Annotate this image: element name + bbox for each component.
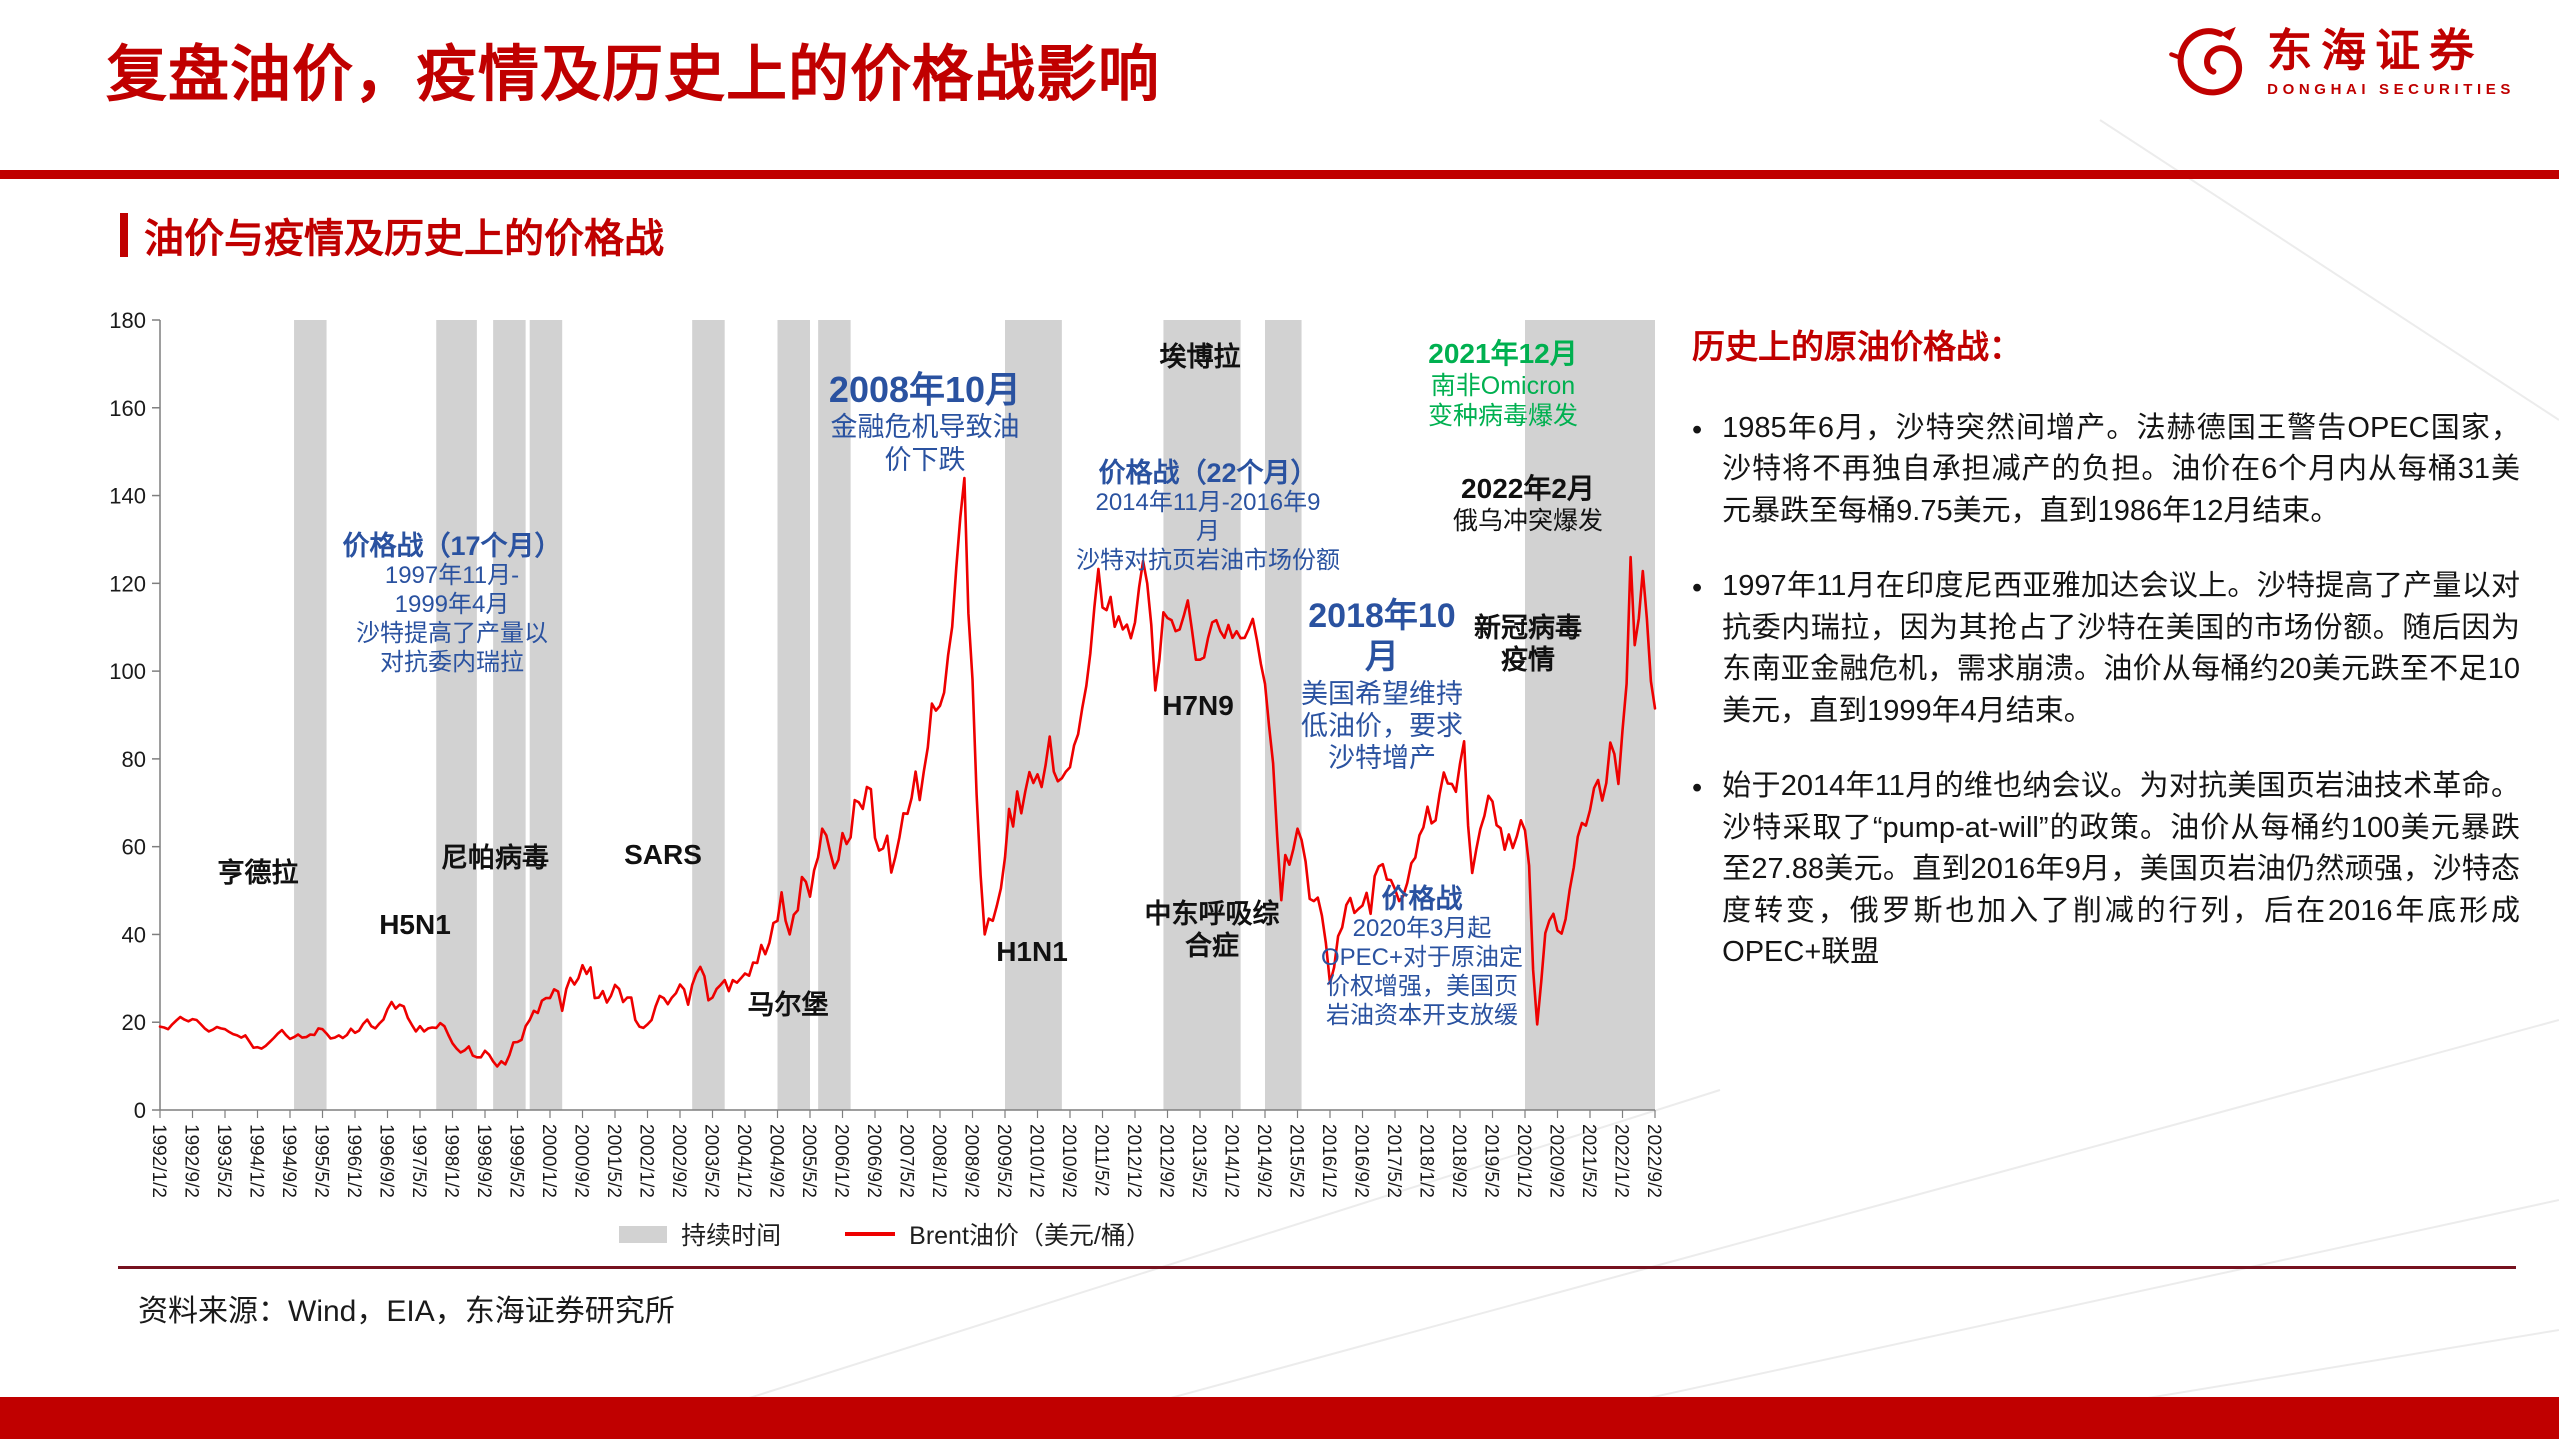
svg-text:100: 100 — [109, 659, 146, 684]
svg-text:2012/9/2: 2012/9/2 — [1156, 1124, 1177, 1198]
legend-label-duration: 持续时间 — [681, 1222, 782, 1250]
svg-text:2002/1/2: 2002/1/2 — [636, 1124, 657, 1198]
svg-text:2000/9/2: 2000/9/2 — [571, 1124, 592, 1198]
svg-text:2011/5/2: 2011/5/2 — [1091, 1124, 1112, 1197]
svg-text:2010/1/2: 2010/1/2 — [1026, 1124, 1047, 1198]
svg-text:2016/9/2: 2016/9/2 — [1351, 1124, 1372, 1198]
header-divider — [0, 170, 2559, 179]
svg-text:1998/1/2: 1998/1/2 — [441, 1124, 462, 1198]
oil-price-chart: 0 20 40 60 80 100 120 140 160 180 1992/1/2 1992/9/2… — [100, 310, 1670, 1260]
svg-text:2022/1/2: 2022/1/2 — [1611, 1124, 1632, 1198]
legend-label-brent: Brent油价（美元/桶） — [909, 1222, 1151, 1250]
svg-text:2006/1/2: 2006/1/2 — [831, 1124, 852, 1198]
bottom-red-bar — [0, 1397, 2559, 1439]
svg-text:2001/5/2: 2001/5/2 — [603, 1124, 624, 1198]
company-logo: 东海证券 DONGHAI SECURITIES — [2167, 20, 2515, 106]
svg-text:1992/9/2: 1992/9/2 — [181, 1124, 202, 1198]
price-war-bullet: • 1985年6月，沙特突然间增产。法赫德国王警告OPEC国家，沙特将不再独自承担… — [1692, 412, 2520, 527]
svg-text:2013/5/2: 2013/5/2 — [1188, 1124, 1209, 1198]
svg-text:80: 80 — [122, 747, 146, 772]
legend-item-duration: 持续时间 — [619, 1216, 781, 1252]
price-war-bullet-list: • 1985年6月，沙特突然间增产。法赫德国王警告OPEC国家，沙特将不再独自承担… — [1692, 408, 2520, 974]
svg-text:2019/5/2: 2019/5/2 — [1481, 1124, 1502, 1198]
section-accent-bar — [120, 213, 128, 257]
svg-text:2020/1/2: 2020/1/2 — [1513, 1124, 1534, 1198]
svg-text:2008/9/2: 2008/9/2 — [961, 1124, 982, 1198]
chart-legend: 持续时间 Brent油价（美元/桶） — [100, 1216, 1670, 1252]
price-war-panel: 历史上的原油价格战： • 1985年6月，沙特突然间增产。法赫德国王警告OPEC国… — [1692, 320, 2520, 1008]
page-title: 复盘油价，疫情及历史上的价格战影响 — [106, 40, 1161, 108]
section-title: 油价与疫情及历史上的价格战 — [144, 217, 664, 261]
svg-text:1995/5/2: 1995/5/2 — [311, 1124, 332, 1198]
svg-text:1996/9/2: 1996/9/2 — [376, 1124, 397, 1198]
svg-text:1994/9/2: 1994/9/2 — [278, 1124, 299, 1198]
source-text: 资料来源：Wind，EIA，东海证券研究所 — [138, 1295, 675, 1328]
svg-text:2005/5/2: 2005/5/2 — [798, 1124, 819, 1198]
svg-text:2006/9/2: 2006/9/2 — [863, 1124, 884, 1198]
svg-text:1992/1/2: 1992/1/2 — [148, 1124, 169, 1198]
price-war-bullet: • 1997年11月在印度尼西亚雅加达会议上。沙特提高了产量以对抗委内瑞拉，因为其… — [1692, 570, 2520, 727]
svg-text:180: 180 — [109, 310, 146, 333]
legend-item-brent: Brent油价（美元/桶） — [845, 1216, 1151, 1252]
svg-text:2002/9/2: 2002/9/2 — [668, 1124, 689, 1198]
svg-text:2018/1/2: 2018/1/2 — [1416, 1124, 1437, 1198]
svg-text:60: 60 — [122, 835, 146, 860]
svg-text:2020/9/2: 2020/9/2 — [1546, 1124, 1567, 1198]
svg-text:2016/1/2: 2016/1/2 — [1318, 1124, 1339, 1198]
svg-text:2004/1/2: 2004/1/2 — [733, 1124, 754, 1198]
svg-text:2007/5/2: 2007/5/2 — [896, 1124, 917, 1198]
duration-band-swatch — [619, 1225, 668, 1243]
section-title-block: 油价与疫情及历史上的价格战 — [120, 206, 664, 264]
svg-text:0: 0 — [134, 1098, 146, 1123]
logo-text: 东海证券 DONGHAI SECURITIES — [2267, 26, 2515, 98]
svg-text:120: 120 — [109, 571, 146, 596]
svg-text:2009/5/2: 2009/5/2 — [993, 1124, 1014, 1198]
logo-cn-text: 东海证券 — [2267, 26, 2484, 77]
svg-text:1997/5/2: 1997/5/2 — [408, 1124, 429, 1198]
svg-text:2018/9/2: 2018/9/2 — [1448, 1124, 1469, 1198]
svg-text:1999/5/2: 1999/5/2 — [506, 1124, 527, 1198]
svg-text:2017/5/2: 2017/5/2 — [1383, 1124, 1404, 1198]
footer-divider — [118, 1266, 2516, 1269]
svg-text:160: 160 — [109, 396, 146, 421]
svg-text:140: 140 — [109, 484, 146, 509]
logo-en-text: DONGHAI SECURITIES — [2267, 80, 2515, 98]
svg-text:2021/5/2: 2021/5/2 — [1578, 1124, 1599, 1198]
svg-text:2014/9/2: 2014/9/2 — [1253, 1124, 1274, 1198]
svg-text:1996/1/2: 1996/1/2 — [343, 1124, 364, 1198]
svg-text:40: 40 — [122, 922, 146, 947]
svg-text:2022/9/2: 2022/9/2 — [1643, 1124, 1664, 1198]
price-war-bullet: • 始于2014年11月的维也纳会议。为对抗美国页岩油技术革命。沙特采取了“pum… — [1692, 770, 2520, 969]
svg-text:1994/1/2: 1994/1/2 — [246, 1124, 267, 1198]
svg-text:2012/1/2: 2012/1/2 — [1123, 1124, 1144, 1198]
svg-text:1998/9/2: 1998/9/2 — [473, 1124, 494, 1198]
brent-line-swatch — [845, 1232, 896, 1236]
panel-heading: 历史上的原油价格战： — [1692, 328, 2022, 365]
svg-text:1993/5/2: 1993/5/2 — [213, 1124, 234, 1198]
dragon-icon — [2169, 26, 2243, 96]
svg-text:2003/5/2: 2003/5/2 — [701, 1124, 722, 1198]
svg-text:2014/1/2: 2014/1/2 — [1221, 1124, 1242, 1198]
svg-text:2010/9/2: 2010/9/2 — [1058, 1124, 1079, 1198]
chart-canvas: 0 20 40 60 80 100 120 140 160 180 1992/1/2 1992/9/2… — [109, 310, 1664, 1198]
svg-text:20: 20 — [122, 1010, 146, 1035]
svg-text:2008/1/2: 2008/1/2 — [928, 1124, 949, 1198]
svg-text:2000/1/2: 2000/1/2 — [538, 1124, 559, 1198]
svg-text:2015/5/2: 2015/5/2 — [1286, 1124, 1307, 1198]
svg-text:2004/9/2: 2004/9/2 — [766, 1124, 787, 1198]
